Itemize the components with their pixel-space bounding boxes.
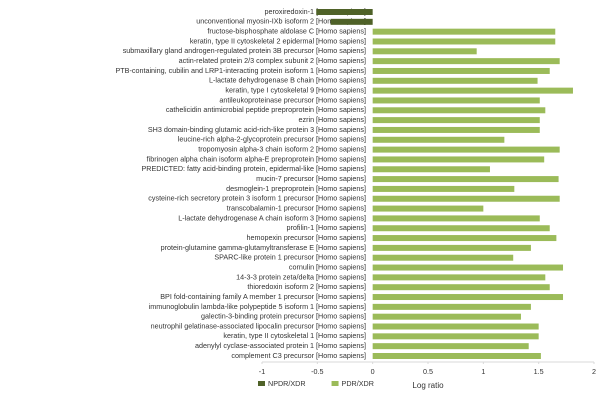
category-label: transcobalamin-1 precursor [Homo sapiens… — [227, 203, 366, 212]
category-label: complement C3 precursor [Homo sapiens] — [231, 351, 366, 360]
category-label: 14-3-3 protein zeta/delta [Homo sapiens] — [236, 272, 366, 281]
bar — [372, 235, 557, 242]
bar — [372, 38, 556, 45]
bar — [372, 166, 490, 173]
x-tick-label: 0 — [371, 367, 375, 376]
category-label: desmoglein-1 preproprotein [Homo sapiens… — [226, 184, 366, 193]
bar — [372, 97, 540, 104]
category-label: neutrophil gelatinase-associated lipocal… — [151, 321, 366, 330]
category-label: fructose-bisphosphate aldolase C [Homo s… — [207, 27, 366, 36]
category-label: tropomyosin alpha-3 chain isoform 2 [Hom… — [198, 145, 366, 154]
category-label: galectin-3-binding protein precursor [Ho… — [201, 312, 366, 321]
category-label: submaxillary gland androgen-regulated pr… — [123, 46, 366, 55]
bar — [372, 313, 521, 320]
legend-swatch — [258, 381, 265, 386]
bar — [372, 244, 531, 251]
bar — [372, 58, 560, 65]
category-label: cathelicidin antimicrobial peptide prepr… — [166, 105, 366, 114]
bar — [372, 107, 546, 114]
category-label: thioredoxin isoform 2 [Homo sapiens] — [247, 282, 366, 291]
bar — [372, 254, 514, 261]
category-label: adenylyl cyclase-associated protein 1 [H… — [195, 341, 366, 350]
category-label: cornulin [Homo sapiens] — [289, 262, 366, 271]
category-label: protein-glutamine gamma-glutamyltransfer… — [161, 243, 366, 252]
category-label: SH3 domain-binding glutamic acid-rich-li… — [148, 125, 366, 134]
bar — [372, 126, 540, 133]
category-label: keratin, type II cytoskeletal 2 epiderma… — [190, 36, 366, 45]
legend-swatch — [331, 381, 339, 386]
x-tick-label: -0.5 — [311, 367, 323, 376]
bar — [372, 146, 560, 153]
bar — [372, 176, 559, 183]
category-label: unconventional myosin-IXb isoform 2 [Hom… — [196, 17, 366, 26]
category-label: PTB-containing, cubilin and LRP1-interac… — [116, 66, 367, 75]
category-label: immunoglobulin lambda-like polypeptide 5… — [149, 302, 366, 311]
bar — [330, 18, 373, 25]
bar — [372, 28, 556, 35]
bar — [372, 323, 539, 330]
x-tick-label: 0.5 — [423, 367, 433, 376]
bar — [372, 333, 539, 340]
category-label: ezrin [Homo sapiens] — [298, 115, 366, 124]
bar — [372, 136, 505, 143]
category-label: hemopexin precursor [Homo sapiens] — [247, 233, 366, 242]
category-label: leucine-rich alpha-2-glycoprotein precur… — [178, 135, 366, 144]
bar — [372, 284, 550, 291]
category-label: fibrinogen alpha chain isoform alpha-E p… — [147, 154, 366, 163]
bar — [372, 303, 531, 310]
category-label: peroxiredoxin-1 [Homo sapiens] — [265, 7, 366, 16]
category-label: mucin-7 precursor [Homo sapiens] — [256, 174, 366, 183]
category-label: profilin-1 [Homo sapiens] — [287, 223, 367, 232]
bar — [372, 353, 541, 359]
category-label: L-lactate dehydrogenase B chain [Homo sa… — [209, 76, 366, 85]
bar — [372, 48, 477, 55]
bar — [372, 195, 560, 202]
category-label: keratin, type II cytoskeletal 1 [Homo sa… — [223, 331, 366, 340]
category-label: BPI fold-containing family A member 1 pr… — [160, 292, 366, 301]
bar — [372, 343, 529, 350]
bar — [372, 117, 540, 124]
category-label: L-lactate dehydrogenase A chain isoform … — [178, 213, 366, 222]
category-label: cysteine-rich secretory protein 3 isofor… — [148, 194, 366, 203]
category-label: SPARC-like protein 1 precursor [Homo sap… — [214, 253, 366, 262]
bar — [372, 264, 564, 271]
category-label: PREDICTED: fatty acid-binding protein, e… — [141, 164, 366, 173]
bar — [372, 185, 515, 192]
bar — [372, 156, 545, 163]
bar — [372, 67, 550, 74]
legend-label: NPDR/XDR — [268, 379, 306, 388]
bar — [372, 274, 546, 281]
x-tick-label: 1 — [481, 367, 485, 376]
bar — [372, 205, 484, 212]
x-tick-label: 2 — [592, 367, 596, 376]
bar — [372, 87, 573, 94]
category-label: antileukoproteinase precursor [Homo sapi… — [219, 95, 366, 104]
legend-label: PDR/XDR — [342, 379, 374, 388]
x-tick-label: 1.5 — [534, 367, 544, 376]
bar — [372, 77, 538, 84]
bar — [372, 215, 540, 222]
x-tick-label: -1 — [259, 367, 265, 376]
x-axis-label: Log ratio — [412, 381, 444, 390]
bar — [372, 225, 550, 232]
bar — [316, 9, 373, 15]
category-label: actin-related protein 2/3 complex subuni… — [179, 56, 366, 65]
category-label: keratin, type I cytoskeletal 9 [Homo sap… — [225, 86, 366, 95]
bar — [372, 294, 564, 301]
